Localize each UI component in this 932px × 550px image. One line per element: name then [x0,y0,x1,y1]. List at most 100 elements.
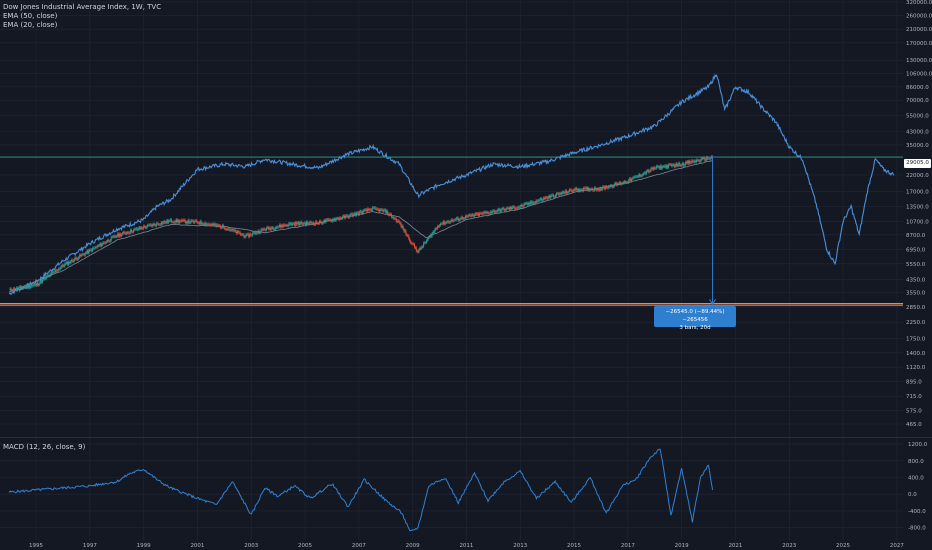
candle-body [13,288,15,291]
candle-body [588,188,590,191]
candle-body [67,262,69,265]
candle-body [146,225,148,227]
candle-body [126,232,128,234]
candle-body [567,192,569,194]
candle-body [145,226,147,228]
price-axis-tick: 465.0 [906,422,922,428]
candle-body [664,165,666,167]
candle-body [519,206,521,208]
candle-body [638,174,640,177]
candle-body [693,161,695,163]
candle-body [334,218,336,221]
candle-body [50,273,52,276]
candle-body [330,219,332,221]
candle-body [51,272,53,274]
candle-body [139,227,141,229]
candle-body [69,261,71,264]
candle-body [671,164,673,166]
candle-body [169,220,171,222]
candle-body [539,199,541,201]
candle-body [577,190,579,191]
candle-body [442,221,444,224]
candle-body [290,223,292,225]
candle-body [179,221,181,223]
macd-legend[interactable]: MACD (12, 26, close, 9) [3,443,86,451]
candle-body [481,213,483,215]
candle-body [357,212,359,215]
candle-body [330,220,332,222]
candle-body [240,234,242,235]
candle-body [449,222,451,223]
candle-body [187,220,189,224]
candle-body [304,222,306,224]
candle-body [118,233,120,237]
time-axis-tick: 2015 [567,543,581,549]
candle-body [503,209,505,211]
candle-body [343,215,345,217]
candle-body [289,223,291,225]
candle-body [280,225,282,228]
candle-body [669,164,671,166]
candle-body [542,197,544,200]
candle-body [190,220,192,223]
candle-body [494,211,496,213]
candle-body [207,223,209,225]
ema50-legend[interactable]: EMA (50, close) [3,12,58,20]
candle-body [657,166,659,168]
candle-body [394,218,396,220]
candle-body [93,248,95,249]
candle-body [365,209,367,211]
candle-body [159,224,161,226]
candle-body [35,284,37,286]
candle-body [431,233,433,237]
candle-body [303,223,305,225]
candle-body [56,270,58,272]
candle-body [138,227,140,230]
candle-body [58,268,60,270]
candle-body [437,226,439,229]
candle-body [279,224,281,228]
candle-body [116,236,118,237]
candle-body [209,224,211,225]
candle-body [593,187,595,191]
time-axis-tick: 2011 [459,543,473,549]
candle-body [553,194,555,197]
candle-body [356,212,358,216]
candle-body [492,210,494,212]
candle-body [87,250,89,254]
candle-body [331,219,333,222]
candle-body [416,250,418,252]
price-axis-tick: 4350.0 [906,278,926,284]
candle-body [602,186,604,190]
candle-body [484,212,486,214]
candle-body [173,221,175,223]
candle-body [112,236,114,238]
candle-body [356,212,358,214]
candle-body [282,224,284,227]
candle-body [259,232,261,234]
candle-body [186,221,188,224]
candle-body [560,193,562,195]
candle-body [604,186,606,189]
candle-body [61,265,63,267]
candle-body [465,215,467,217]
ema20-legend[interactable]: EMA (20, close) [3,21,58,29]
candle-body [618,183,620,185]
symbol-title[interactable]: Dow Jones Industrial Average Index, 1W, … [3,3,162,11]
candle-body [100,243,102,246]
candle-body [464,218,466,220]
price-axis-tick: 70000.0 [906,98,929,104]
candle-body [643,173,645,175]
candle-body [403,228,405,232]
candle-body [396,220,398,222]
candle-body [220,225,222,228]
candle-body [589,189,591,191]
candle-body [260,229,262,233]
candle-body [117,233,119,237]
candle-body [612,186,614,188]
candle-body [412,243,414,245]
candle-body [617,183,619,185]
candle-body [196,221,198,223]
